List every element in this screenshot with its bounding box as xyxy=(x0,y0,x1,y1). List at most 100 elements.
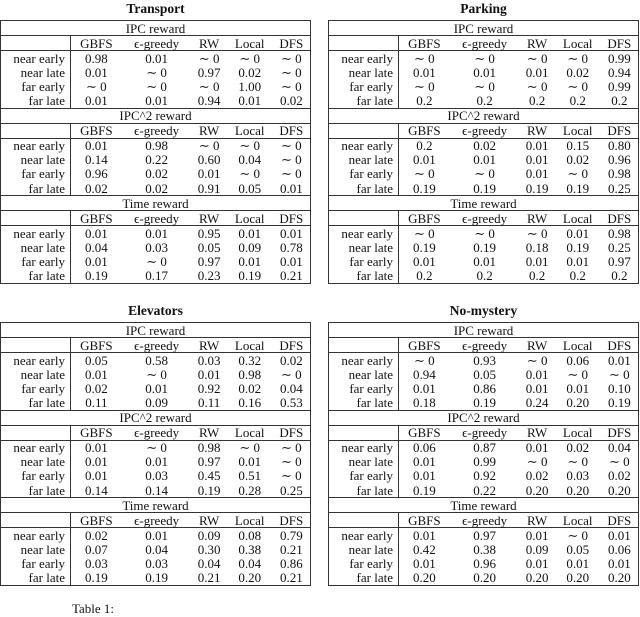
value-cell: 1.00 xyxy=(238,78,262,94)
value-cell: 0.32 xyxy=(238,352,262,368)
row-label: far early xyxy=(0,381,71,396)
value-cell: 0.02 xyxy=(566,152,590,168)
value-cell: 0.02 xyxy=(566,440,590,456)
row-label: far late xyxy=(328,483,399,498)
value-cell: 0.17 xyxy=(145,268,168,284)
row-label: near early xyxy=(0,440,71,455)
value-cell: 0.98 xyxy=(145,138,168,154)
value-cell: 0.98 xyxy=(607,166,631,182)
column-header: Local xyxy=(554,210,601,227)
value-cell: 0.09 xyxy=(238,239,262,255)
value-cell: 0.02 xyxy=(84,380,108,396)
value-cell: 0.01 xyxy=(525,166,549,182)
value-cell: 0.2 xyxy=(416,93,433,109)
row-label: near late xyxy=(328,454,399,469)
value-cell: 0.97 xyxy=(473,527,496,543)
value-cell: 0.01 xyxy=(412,527,436,543)
value-cell: ∼ 0 xyxy=(281,50,302,66)
column-header: RW xyxy=(519,337,555,354)
column-header: RW xyxy=(191,210,227,227)
column-header-row: GBFS ϵ-greedy RW Local DFS xyxy=(328,337,639,354)
empty-corner-cell xyxy=(0,337,71,354)
column-header: RW xyxy=(191,123,227,139)
value-cell: ∼ 0 xyxy=(526,50,548,66)
value-cell: 0.15 xyxy=(566,138,590,154)
value-cell: 0.01 xyxy=(197,166,221,182)
value-cell: 0.19 xyxy=(607,395,631,411)
row-label: far late xyxy=(328,181,399,196)
value-cell: 0.05 xyxy=(84,352,108,368)
column-header: ϵ-greedy xyxy=(449,425,520,441)
value-cell: 0.19 xyxy=(525,180,549,196)
value-cell: 0.21 xyxy=(197,570,221,586)
column-header: Local xyxy=(226,512,273,529)
column-header: Local xyxy=(554,123,601,139)
value-cell: ∼ 0 xyxy=(609,454,630,470)
value-cell: 0.97 xyxy=(197,454,221,470)
value-cell: 0.01 xyxy=(566,380,590,396)
value-cell: 0.19 xyxy=(145,570,168,586)
table-panel-no-mystery: No-mystery IPC reward GBFS ϵ-greedy RW Local D… xyxy=(328,302,639,586)
value-cell: 0.09 xyxy=(197,527,221,543)
table-row: near early 0.01 0.97 0.01 ∼ 0 0.01 xyxy=(328,527,639,543)
table-row: far late 0.2 0.2 0.2 0.2 0.2 xyxy=(328,93,639,109)
value-cell: 0.01 xyxy=(525,366,549,382)
value-cell: 0.01 xyxy=(566,225,590,241)
column-header: ϵ-greedy xyxy=(121,512,192,529)
row-label: far early xyxy=(328,254,399,269)
value-cell: ∼ 0 xyxy=(146,64,167,80)
value-cell: ∼ 0 xyxy=(281,152,302,168)
column-header: RW xyxy=(191,512,227,529)
column-header: DFS xyxy=(272,425,311,441)
table-row: far late 0.19 0.19 0.21 0.20 0.21 xyxy=(0,570,311,586)
column-header: GBFS xyxy=(70,123,122,139)
value-cell: 0.92 xyxy=(197,380,221,396)
value-cell: 0.01 xyxy=(525,527,549,543)
value-cell: 0.38 xyxy=(473,541,496,557)
table-panel-parking: Parking IPC reward GBFS ϵ-greedy RW Local DFS n… xyxy=(328,0,639,284)
column-header: Local xyxy=(554,425,601,441)
column-header: DFS xyxy=(272,123,311,139)
value-cell: 0.99 xyxy=(607,78,631,94)
row-label: far early xyxy=(0,556,71,571)
value-cell: ∼ 0 xyxy=(281,468,302,484)
table-title: Transport xyxy=(126,1,185,16)
value-cell: ∼ 0 xyxy=(239,50,261,66)
value-cell: ∼ 0 xyxy=(526,225,548,241)
row-label: near late xyxy=(328,65,399,80)
value-cell: 0.20 xyxy=(525,570,549,586)
column-header: RW xyxy=(519,35,555,52)
value-cell: 0.02 xyxy=(84,180,108,196)
value-cell: 0.01 xyxy=(412,468,436,484)
empty-corner-cell xyxy=(0,425,71,441)
value-cell: 0.01 xyxy=(145,527,168,543)
value-cell: 0.97 xyxy=(197,254,221,270)
value-cell: 0.25 xyxy=(607,180,631,196)
column-header: Local xyxy=(554,35,601,52)
value-cell: 0.05 xyxy=(566,541,590,557)
value-cell: 0.03 xyxy=(145,556,168,572)
value-cell: 0.18 xyxy=(525,239,549,255)
value-cell: 0.19 xyxy=(566,180,590,196)
table-row: far early 0.96 0.02 0.01 ∼ 0 ∼ 0 xyxy=(0,166,311,182)
value-cell: 0.22 xyxy=(145,152,168,168)
value-cell: ∼ 0 xyxy=(281,166,302,182)
table-row: near early 0.01 0.01 0.95 0.01 0.01 xyxy=(0,225,311,241)
column-header: GBFS xyxy=(70,425,122,441)
value-cell: 0.01 xyxy=(566,556,590,572)
table-row: near early 0.98 0.01 ∼ 0 ∼ 0 ∼ 0 xyxy=(0,50,311,66)
value-cell: 0.01 xyxy=(525,440,549,456)
value-cell: ∼ 0 xyxy=(86,78,107,94)
empty-corner-cell xyxy=(328,512,399,529)
value-cell: 0.99 xyxy=(607,50,631,66)
column-header: GBFS xyxy=(70,35,122,52)
value-cell: ∼ 0 xyxy=(239,138,261,154)
value-cell: 0.28 xyxy=(238,482,262,498)
value-cell: 0.01 xyxy=(607,352,631,368)
row-label: far early xyxy=(0,254,71,269)
value-cell: 0.94 xyxy=(607,64,631,80)
row-label: near early xyxy=(0,138,71,153)
value-cell: 0.01 xyxy=(525,254,549,270)
column-header-row: GBFS ϵ-greedy RW Local DFS xyxy=(328,35,639,52)
column-header: DFS xyxy=(272,210,311,227)
